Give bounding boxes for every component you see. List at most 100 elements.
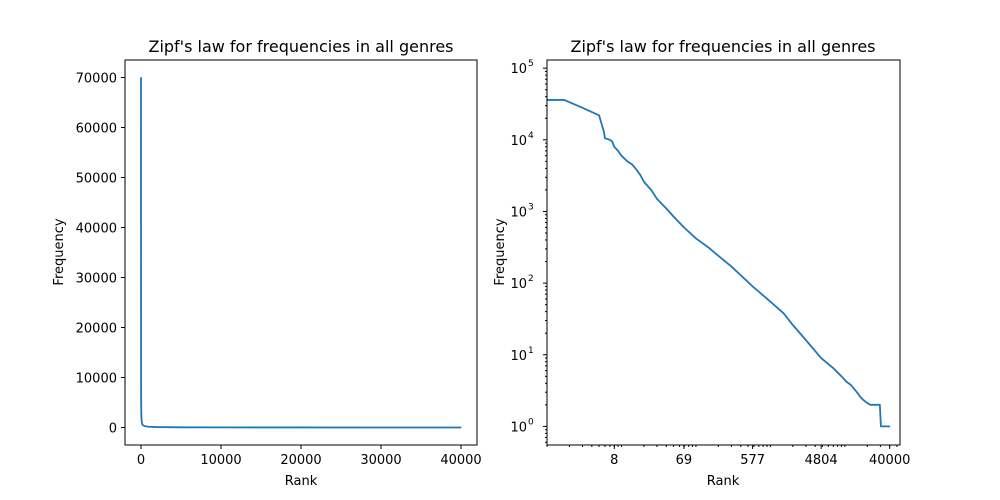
right-data-point [617, 150, 619, 152]
right-data-point [880, 425, 882, 427]
right-data-point [850, 384, 852, 386]
left-data-point [144, 425, 146, 427]
left-y-tick-label: 70000 [76, 72, 117, 87]
right-data-point [603, 131, 605, 133]
left-data-point [156, 426, 158, 428]
left-y-tick-label: 20000 [76, 322, 117, 337]
left-chart-panel: Zipf's law for frequencies in all genres… [52, 37, 482, 489]
right-data-point [598, 114, 600, 116]
right-y-tick-label: 10 [510, 420, 527, 435]
left-series-line [140, 77, 462, 429]
right-data-point [769, 301, 772, 303]
right-y-tick-exponent: 4 [528, 131, 534, 141]
right-data-point [856, 391, 858, 393]
left-x-tick-label: 40000 [440, 453, 481, 468]
right-series-line [547, 99, 890, 428]
right-data-point [609, 139, 611, 141]
right-y-axis-label: Frequency [493, 218, 508, 285]
left-data-point [142, 424, 144, 426]
right-data-point [665, 207, 667, 210]
right-data-point [832, 367, 834, 369]
right-chart-panel: Zipf's law for frequencies in all genres… [493, 37, 910, 489]
right-x-tick-label: 577 [740, 453, 765, 468]
left-data-point [140, 376, 142, 379]
right-y-tick-exponent: 1 [528, 346, 534, 356]
right-data-point [631, 164, 633, 166]
right-data-point [611, 140, 613, 143]
left-data-point [140, 331, 142, 334]
right-data-point [563, 99, 565, 101]
left-data-point [148, 426, 150, 428]
right-y-tick-label: 10 [510, 134, 527, 149]
left-chart-title: Zipf's law for frequencies in all genres [148, 37, 453, 56]
right-axes-frame [546, 59, 901, 446]
left-data-point [180, 426, 182, 428]
left-data-point [300, 426, 302, 429]
left-y-tick-label: 60000 [76, 122, 117, 137]
right-data-point [636, 169, 638, 171]
left-data-point [460, 426, 462, 429]
right-y-tick-label: 10 [510, 277, 527, 292]
right-data-point [845, 381, 848, 383]
right-data-point [613, 146, 615, 148]
right-data-point [869, 404, 871, 406]
right-y-tick-label: 10 [510, 62, 527, 77]
right-data-point [650, 189, 652, 191]
right-data-point [695, 237, 697, 240]
left-x-ticks: 0 10000 20000 30000 40000 [137, 445, 482, 468]
right-x-tick-label: 69 [676, 453, 693, 468]
right-x-tick-label: 4804 [805, 453, 838, 468]
left-series-layer [140, 76, 462, 429]
right-x-ticks: 8 69 577 4804 40000 [546, 445, 910, 468]
right-y-tick-label: 10 [510, 349, 527, 364]
right-data-point [620, 155, 623, 157]
right-y-tick-label: 10 [510, 205, 527, 220]
left-data-point [220, 426, 222, 428]
left-x-tick-label: 10000 [200, 453, 241, 468]
right-data-point [889, 425, 891, 427]
left-y-ticks: 0 10000 20000 30000 40000 50000 60000 70000 [76, 72, 125, 437]
right-data-point [730, 265, 733, 268]
left-x-axis-label: Rank [285, 474, 318, 489]
left-x-tick-label: 30000 [360, 453, 401, 468]
left-data-point [140, 76, 142, 79]
right-y-tick-exponent: 0 [528, 417, 534, 427]
right-data-point [820, 357, 822, 359]
right-chart-title: Zipf's law for frequencies in all genres [570, 37, 875, 56]
right-data-point [875, 404, 877, 406]
left-x-tick-label: 0 [137, 453, 145, 468]
right-y-tick-exponent: 3 [528, 202, 534, 212]
right-data-point [626, 160, 628, 162]
right-data-point [643, 181, 645, 183]
left-y-tick-label: 10000 [76, 372, 117, 387]
right-data-point [792, 324, 794, 326]
right-x-tick-label: 40000 [869, 453, 910, 468]
right-y-tick-exponent: 5 [528, 59, 534, 69]
right-data-point [672, 215, 675, 218]
left-data-point [140, 416, 142, 419]
right-data-point [865, 401, 867, 403]
right-data-point [581, 107, 584, 109]
right-data-point [752, 285, 754, 287]
left-data-point [380, 426, 382, 429]
left-data-point [140, 246, 142, 249]
right-series-layer [546, 99, 891, 428]
right-data-point [884, 425, 886, 427]
right-data-point [604, 137, 606, 139]
right-data-point [708, 247, 710, 249]
left-data-point [140, 401, 142, 404]
right-data-point [805, 339, 807, 341]
left-y-axis-label: Frequency [52, 218, 67, 285]
left-y-tick-label: 30000 [76, 272, 117, 287]
left-y-tick-label: 50000 [76, 172, 117, 187]
left-x-tick-label: 20000 [280, 453, 321, 468]
right-data-point [782, 312, 785, 314]
right-y-tick-exponent: 2 [528, 274, 534, 284]
left-data-point [141, 421, 143, 424]
right-x-axis-label: Rank [707, 474, 740, 489]
right-data-point [639, 174, 642, 176]
right-data-point [840, 375, 843, 377]
